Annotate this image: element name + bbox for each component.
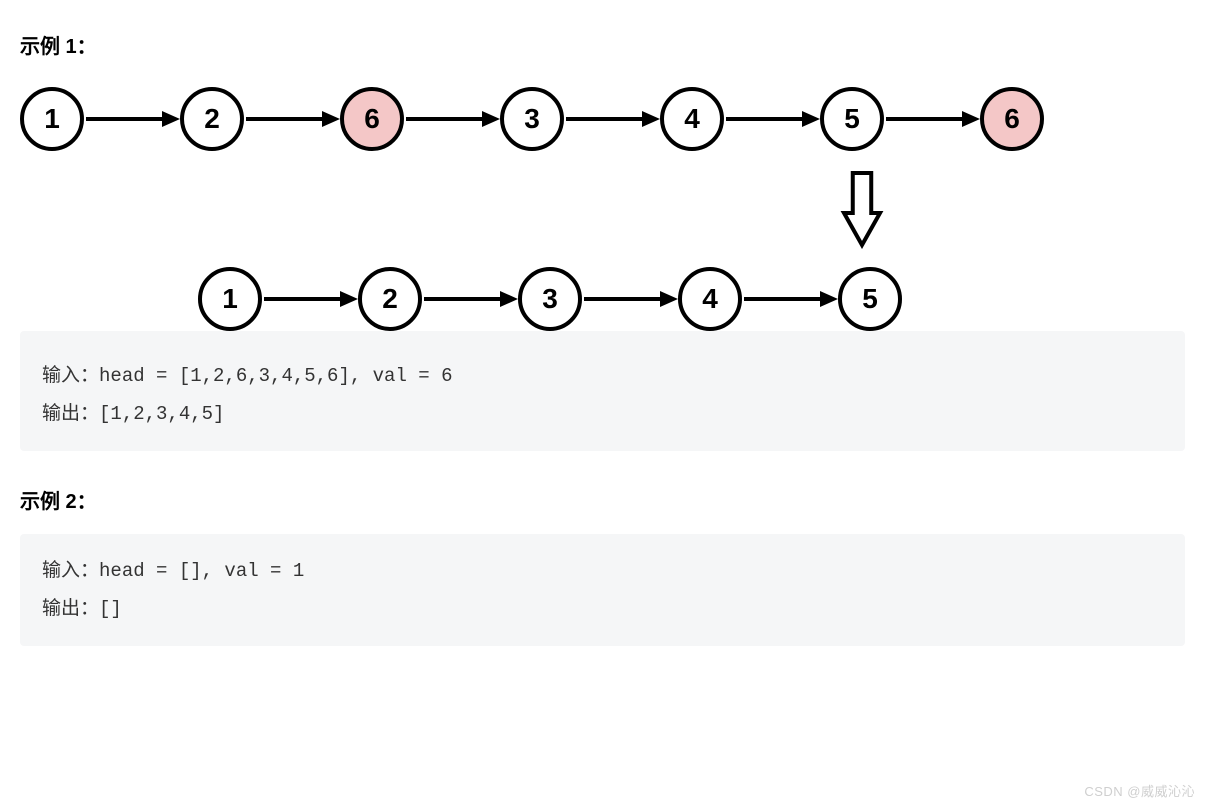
list-node: 6 — [980, 87, 1044, 151]
example-2-code: 输入：head = [], val = 1 输出：[] — [20, 534, 1185, 646]
list-node: 1 — [198, 267, 262, 331]
input-label: 输入： — [42, 560, 99, 581]
linked-list-before: 1 2 6 3 4 5 6 — [20, 79, 1185, 159]
list-node: 2 — [358, 267, 422, 331]
list-node: 4 — [660, 87, 724, 151]
code-line-input: 输入：head = [1,2,6,3,4,5,6], val = 6 — [42, 357, 1163, 395]
output-label: 输出： — [42, 403, 99, 424]
arrow-right-icon — [724, 107, 820, 131]
arrow-right-icon — [422, 287, 518, 311]
list-node: 2 — [180, 87, 244, 151]
list-node: 4 — [678, 267, 742, 331]
arrow-right-icon — [884, 107, 980, 131]
output-code: [1,2,3,4,5] — [99, 403, 224, 425]
code-line-input: 输入：head = [], val = 1 — [42, 552, 1163, 590]
watermark: CSDN @威威沁沁 — [1084, 781, 1195, 800]
arrow-right-icon — [564, 107, 660, 131]
list-node: 5 — [820, 87, 884, 151]
example-1-code: 输入：head = [1,2,6,3,4,5,6], val = 6 输出：[1… — [20, 331, 1185, 451]
list-node: 3 — [500, 87, 564, 151]
example-1-heading: 示例 1： — [20, 30, 1185, 59]
example-2-heading: 示例 2： — [20, 485, 1185, 514]
arrow-right-icon — [404, 107, 500, 131]
list-node: 5 — [838, 267, 902, 331]
down-arrow-icon — [840, 169, 884, 249]
input-label: 输入： — [42, 365, 99, 386]
list-node: 1 — [20, 87, 84, 151]
input-code: head = [], val = 1 — [99, 560, 304, 582]
arrow-right-icon — [244, 107, 340, 131]
list-node: 3 — [518, 267, 582, 331]
arrow-right-icon — [582, 287, 678, 311]
list-node: 6 — [340, 87, 404, 151]
input-code: head = [1,2,6,3,4,5,6], val = 6 — [99, 365, 452, 387]
arrow-right-icon — [262, 287, 358, 311]
code-line-output: 输出：[1,2,3,4,5] — [42, 395, 1163, 433]
arrow-right-icon — [742, 287, 838, 311]
output-label: 输出： — [42, 598, 99, 619]
code-line-output: 输出：[] — [42, 590, 1163, 628]
arrow-right-icon — [84, 107, 180, 131]
linked-list-after: 1 2 3 4 5 — [198, 259, 1185, 339]
output-code: [] — [99, 598, 122, 620]
down-arrow-container — [20, 169, 1185, 249]
